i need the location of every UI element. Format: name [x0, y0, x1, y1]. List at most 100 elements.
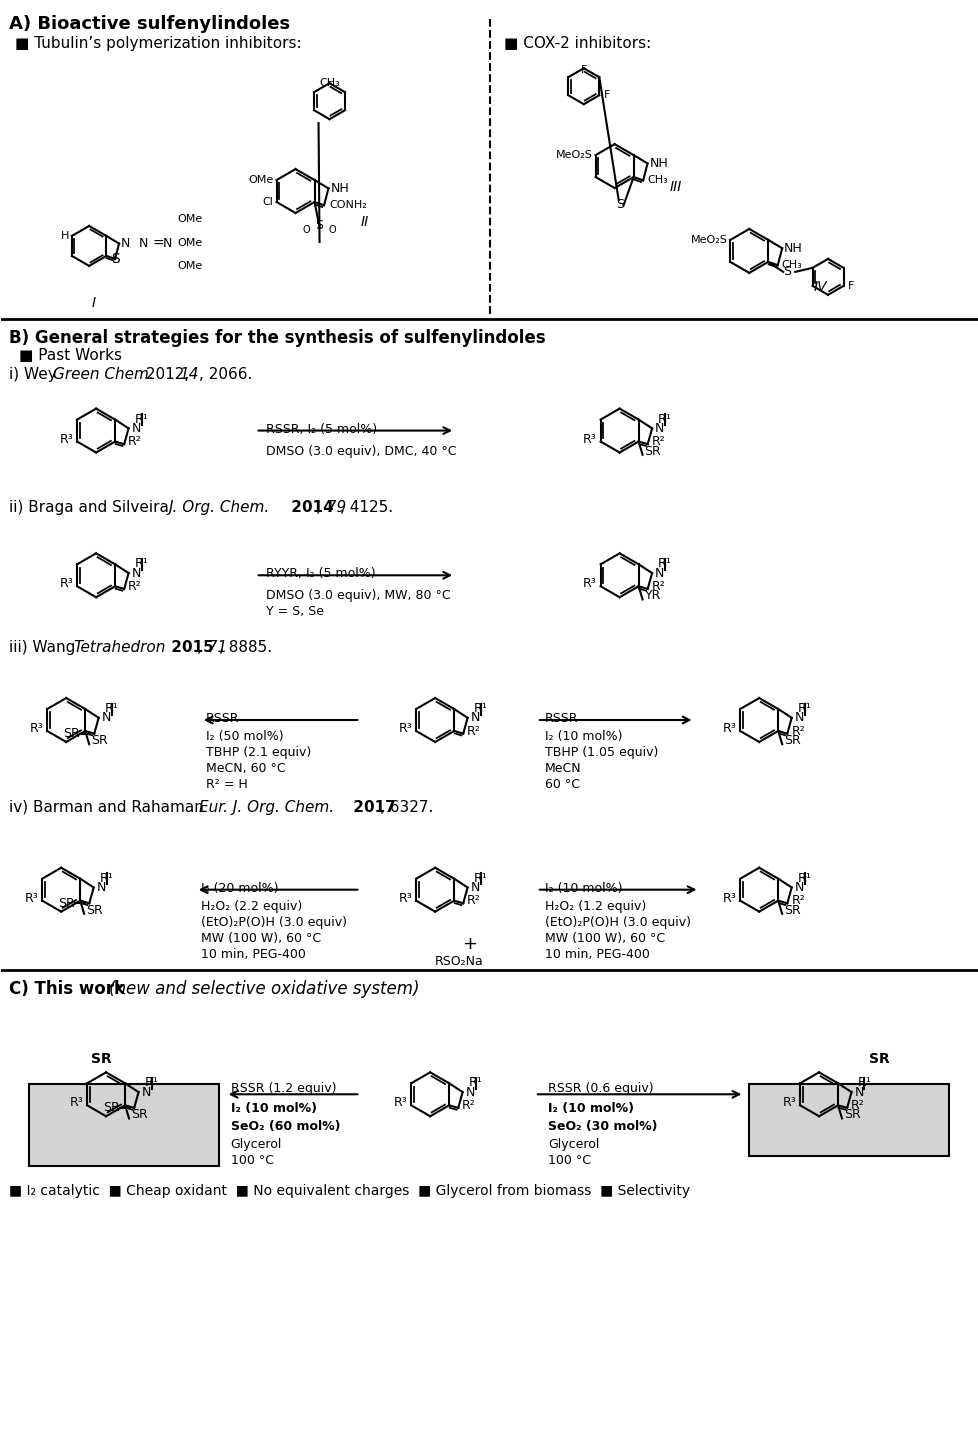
Text: (new and selective oxidative system): (new and selective oxidative system) — [109, 979, 420, 998]
Text: OMe: OMe — [177, 213, 201, 223]
Text: R²: R² — [790, 724, 804, 737]
Text: SeO₂ (60 mol%): SeO₂ (60 mol%) — [231, 1121, 340, 1134]
Text: , 4125.: , 4125. — [340, 501, 393, 515]
Text: R¹: R¹ — [797, 872, 811, 885]
Text: N: N — [854, 1086, 863, 1099]
Text: NH: NH — [648, 156, 668, 169]
Text: 2012,: 2012, — [141, 366, 189, 382]
Text: R²: R² — [467, 895, 480, 908]
Text: N: N — [794, 711, 803, 724]
Text: MeO₂S: MeO₂S — [689, 235, 727, 245]
Text: OMe: OMe — [177, 237, 201, 248]
Text: H₂O₂ (2.2 equiv): H₂O₂ (2.2 equiv) — [200, 899, 302, 912]
Text: RSSR (0.6 equiv): RSSR (0.6 equiv) — [548, 1082, 652, 1095]
Text: N: N — [139, 237, 149, 251]
Text: MeO₂S: MeO₂S — [556, 151, 592, 161]
Text: R³: R³ — [722, 723, 735, 736]
Text: N: N — [102, 711, 111, 724]
Text: CH₃: CH₃ — [781, 261, 802, 271]
Text: R²: R² — [651, 579, 665, 592]
Text: , 2066.: , 2066. — [199, 366, 252, 382]
Text: F: F — [847, 281, 853, 291]
Text: R²: R² — [128, 436, 142, 449]
Text: R²: R² — [467, 724, 480, 737]
Text: R³: R³ — [60, 433, 73, 446]
Text: R¹: R¹ — [135, 557, 149, 571]
Text: , 79: , 79 — [317, 501, 346, 515]
Text: MW (100 W), 60 °C: MW (100 W), 60 °C — [545, 931, 664, 944]
Text: R¹: R¹ — [105, 702, 118, 715]
Text: S: S — [615, 198, 623, 211]
Text: H₂O₂ (1.2 equiv): H₂O₂ (1.2 equiv) — [545, 899, 645, 912]
Text: Glycerol: Glycerol — [231, 1138, 282, 1151]
Text: R¹: R¹ — [145, 1076, 158, 1089]
Text: A) Bioactive sulfenylindoles: A) Bioactive sulfenylindoles — [10, 16, 290, 33]
Text: N: N — [654, 421, 664, 434]
Text: 60 °C: 60 °C — [545, 778, 579, 791]
Text: R²: R² — [462, 1099, 475, 1112]
Bar — [29, 1085, 218, 1166]
Text: R¹: R¹ — [657, 413, 671, 426]
Text: SeO₂ (30 mol%): SeO₂ (30 mol%) — [548, 1121, 656, 1134]
Text: YR: YR — [644, 589, 660, 602]
Text: SR: SR — [63, 727, 79, 740]
Text: SR: SR — [86, 904, 103, 917]
Text: , 8885.: , 8885. — [218, 640, 272, 654]
Text: ■ Tubulin’s polymerization inhibitors:: ■ Tubulin’s polymerization inhibitors: — [16, 36, 301, 51]
Text: ■ I₂ catalytic  ■ Cheap oxidant  ■ No equivalent charges  ■ Glycerol from biomas: ■ I₂ catalytic ■ Cheap oxidant ■ No equi… — [10, 1184, 689, 1197]
Text: Tetrahedron: Tetrahedron — [73, 640, 165, 654]
Text: ■ Past Works: ■ Past Works — [20, 348, 122, 362]
Text: 2015: 2015 — [165, 640, 213, 654]
Text: S: S — [111, 252, 120, 266]
Text: N: N — [470, 711, 479, 724]
Text: R¹: R¹ — [100, 872, 113, 885]
Text: R¹: R¹ — [657, 557, 671, 571]
Text: R¹: R¹ — [857, 1076, 870, 1089]
Text: SR: SR — [783, 904, 800, 917]
Text: R¹: R¹ — [797, 702, 811, 715]
Text: CH₃: CH₃ — [319, 78, 339, 88]
Text: R²: R² — [850, 1099, 864, 1112]
Text: R³: R³ — [781, 1096, 795, 1109]
Text: =: = — [153, 236, 164, 251]
Text: (EtO)₂P(O)H (3.0 equiv): (EtO)₂P(O)H (3.0 equiv) — [545, 915, 690, 928]
Text: N: N — [142, 1086, 151, 1099]
Text: Eur. J. Org. Chem.: Eur. J. Org. Chem. — [199, 799, 333, 815]
Text: R³: R³ — [69, 1096, 83, 1109]
Text: CH₃: CH₃ — [646, 175, 667, 185]
Text: SR: SR — [91, 734, 108, 747]
Text: R³: R³ — [722, 892, 735, 905]
Text: (EtO)₂P(O)H (3.0 equiv): (EtO)₂P(O)H (3.0 equiv) — [200, 915, 346, 928]
Text: N: N — [654, 566, 664, 579]
Text: I: I — [92, 295, 96, 310]
Text: Y = S, Se: Y = S, Se — [265, 605, 324, 618]
Text: SR: SR — [91, 1053, 111, 1066]
Text: R²: R² — [128, 579, 142, 592]
Text: R³: R³ — [582, 578, 596, 591]
Text: R¹: R¹ — [473, 702, 487, 715]
Text: iii) Wang: iii) Wang — [10, 640, 80, 654]
Text: TBHP (1.05 equiv): TBHP (1.05 equiv) — [545, 746, 657, 759]
Text: R¹: R¹ — [473, 872, 487, 885]
Text: R¹: R¹ — [468, 1076, 482, 1089]
Text: 100 °C: 100 °C — [231, 1154, 274, 1167]
Text: MW (100 W), 60 °C: MW (100 W), 60 °C — [200, 931, 321, 944]
Text: MeCN, 60 °C: MeCN, 60 °C — [205, 762, 286, 775]
Text: S: S — [782, 265, 790, 278]
Text: I₂ (50 mol%): I₂ (50 mol%) — [205, 730, 284, 743]
Text: iv) Barman and Rahaman: iv) Barman and Rahaman — [10, 799, 209, 815]
Text: O: O — [302, 224, 310, 235]
Text: MeCN: MeCN — [545, 762, 581, 775]
Text: Cl: Cl — [262, 197, 273, 207]
Text: C) This work: C) This work — [10, 979, 131, 998]
Text: R³: R³ — [398, 892, 412, 905]
Text: I₂ (10 mol%): I₂ (10 mol%) — [231, 1102, 317, 1115]
Text: I₂ (10 mol%): I₂ (10 mol%) — [545, 730, 622, 743]
Text: 2014: 2014 — [286, 501, 333, 515]
Text: R²: R² — [790, 895, 804, 908]
Text: R³: R³ — [29, 723, 43, 736]
Text: SR: SR — [843, 1108, 860, 1121]
Text: I₂ (10 mol%): I₂ (10 mol%) — [545, 882, 622, 895]
Text: OMe: OMe — [177, 262, 201, 271]
Text: ■ COX-2 inhibitors:: ■ COX-2 inhibitors: — [504, 36, 650, 51]
